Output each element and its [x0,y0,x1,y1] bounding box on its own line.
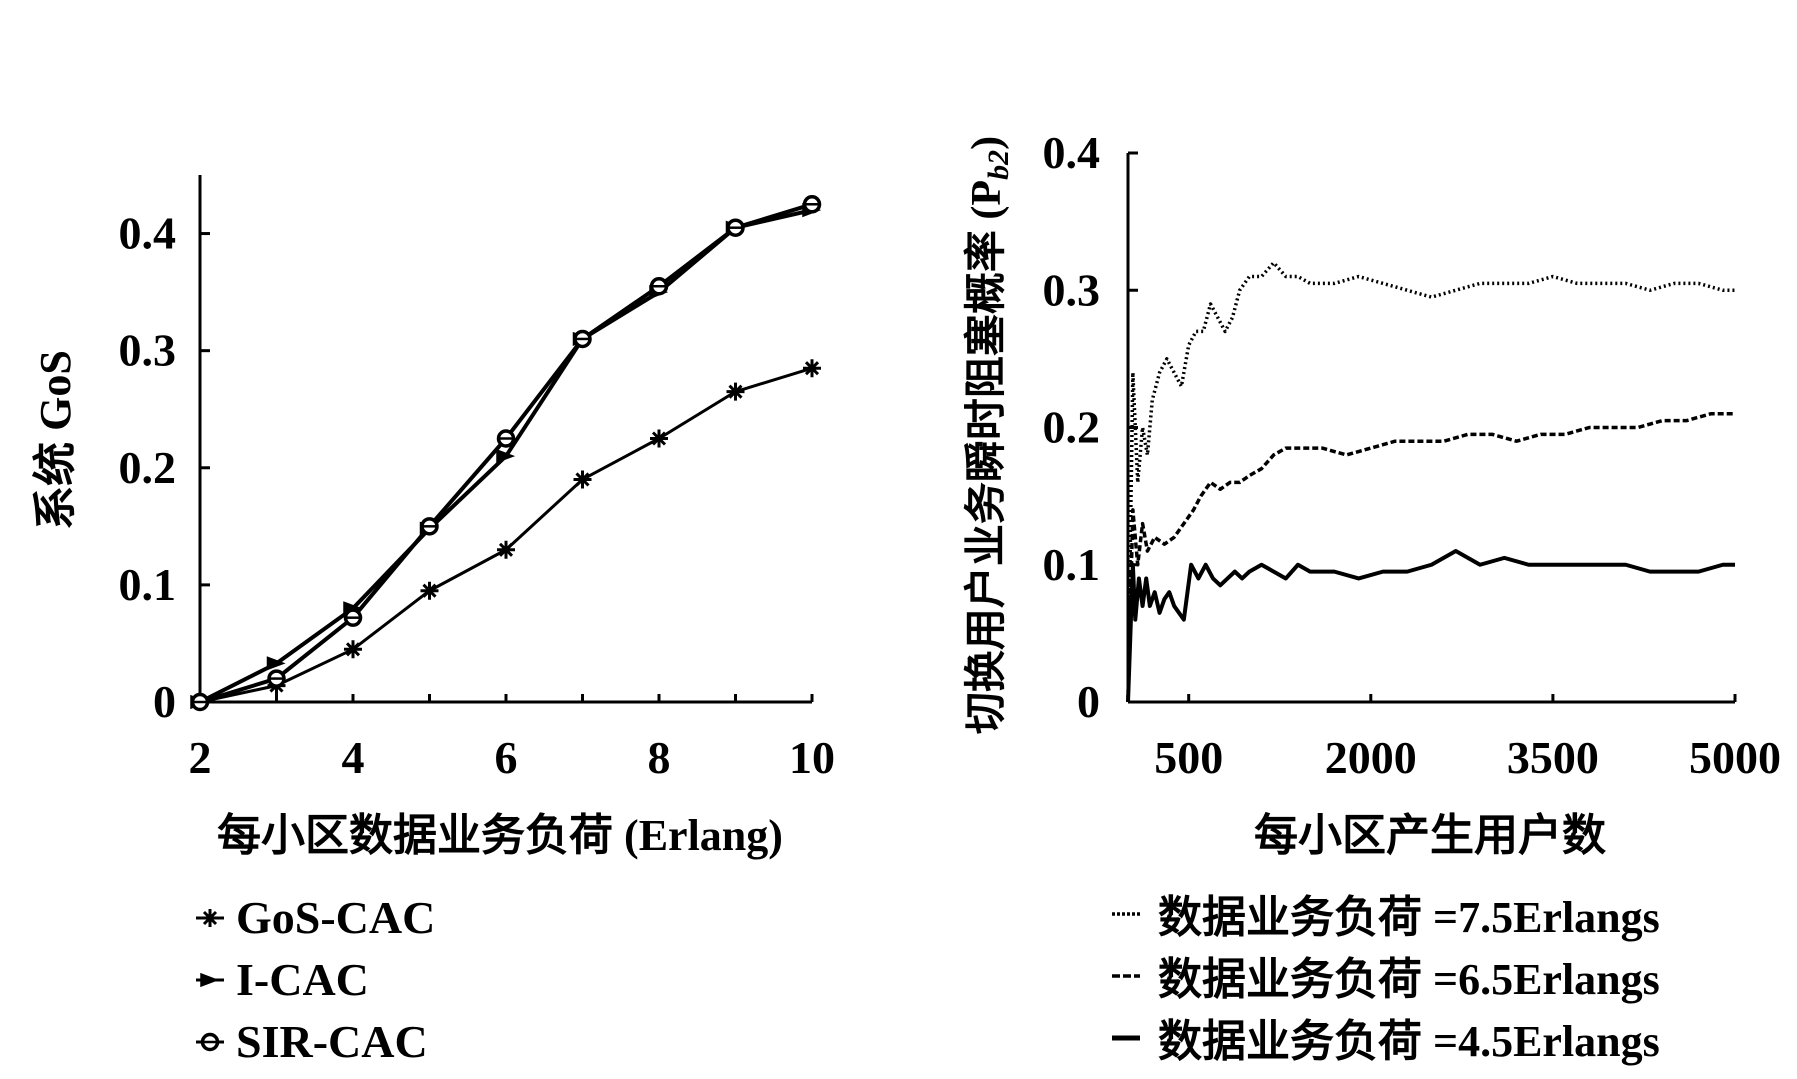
left-legend-marker-arrow [200,972,220,988]
right-x-tick-label: 2000 [1325,732,1417,783]
left-legend: GoS-CAC I-CAC SIR-CAC [196,892,435,1067]
left-point-star [726,382,745,401]
left-ticks [198,232,814,704]
left-legend-marker-star [201,909,219,927]
right-tick-labels: 500 2000 3500 5000 0 0.1 0.2 0.3 0.4 [1043,127,1782,783]
right-y-tick-label: 0.3 [1043,264,1101,315]
left-point-star [803,359,821,378]
left-y-tick-label: 0 [153,676,176,727]
right-series-line-dashed [1126,412,1735,703]
left-legend-label: GoS-CAC [236,892,435,943]
left-point-star [650,429,668,448]
right-y-axis-label-close: ) [964,136,1010,150]
left-legend-label: I-CAC [236,954,369,1005]
right-y-tick-label: 0 [1077,676,1100,727]
right-legend-label: 数据业务负荷 =7.5Erlangs [1158,893,1660,942]
left-y-tick-label: 0.1 [119,559,177,610]
left-y-axis-label: 系统 GoS [31,350,80,530]
right-y-axis-label-sub: b2 [982,150,1015,180]
right-series-line-solid [1126,549,1735,703]
right-y-tick-label: 0.4 [1043,127,1101,178]
chart-right: 500 2000 3500 5000 0 0.1 0.2 0.3 0.4 每小区产生用户数 切换… [963,127,1781,1066]
right-legend-label: 数据业务负荷 =6.5Erlangs [1158,955,1660,1004]
right-y-axis-label-main: 切换用户业务瞬时阻塞概率 (P [963,180,1010,734]
right-x-tick-label: 500 [1154,732,1223,783]
left-x-tick-label: 6 [495,732,518,783]
left-x-axis-label: 每小区数据业务负荷 (Erlang) [217,811,783,860]
left-x-tick-label: 8 [648,732,671,783]
right-x-tick-label: 5000 [1689,732,1781,783]
left-point-star [420,581,439,600]
left-point-arrow [266,656,286,671]
left-y-tick-label: 0.3 [119,325,177,376]
left-legend-label: SIR-CAC [236,1016,428,1067]
right-x-tick-label: 3500 [1507,732,1599,783]
right-legend-label: 数据业务负荷 =4.5Erlangs [1158,1017,1660,1066]
left-series [190,195,822,712]
chart-left: 2 4 6 8 10 0 0.1 0.2 0.3 0.4 每小区数据业务负荷 (Erlang) 系… [31,175,835,1067]
left-x-tick-label: 10 [789,732,835,783]
left-y-tick-label: 0.2 [119,442,177,493]
left-tick-labels: 2 4 6 8 10 0 0.1 0.2 0.3 0.4 [119,208,836,783]
right-series-line-dotted [1126,261,1735,703]
left-point-star [497,540,515,559]
right-y-axis-label: 切换用户业务瞬时阻塞概率 (Pb2) [963,136,1015,734]
right-y-tick-label: 0.1 [1043,539,1101,590]
right-series [1126,261,1735,703]
left-y-tick-label: 0.4 [119,208,177,259]
right-legend: 数据业务负荷 =7.5Erlangs 数据业务负荷 =6.5Erlangs 数据业务… [1112,893,1660,1066]
left-point-arrow [496,448,516,464]
left-point-star [344,640,362,659]
right-y-tick-label: 0.2 [1043,402,1101,453]
right-x-axis-label: 每小区产生用户数 [1254,811,1606,860]
left-x-tick-label: 2 [189,732,212,783]
left-point-star [573,470,592,489]
left-x-tick-label: 4 [342,732,365,783]
